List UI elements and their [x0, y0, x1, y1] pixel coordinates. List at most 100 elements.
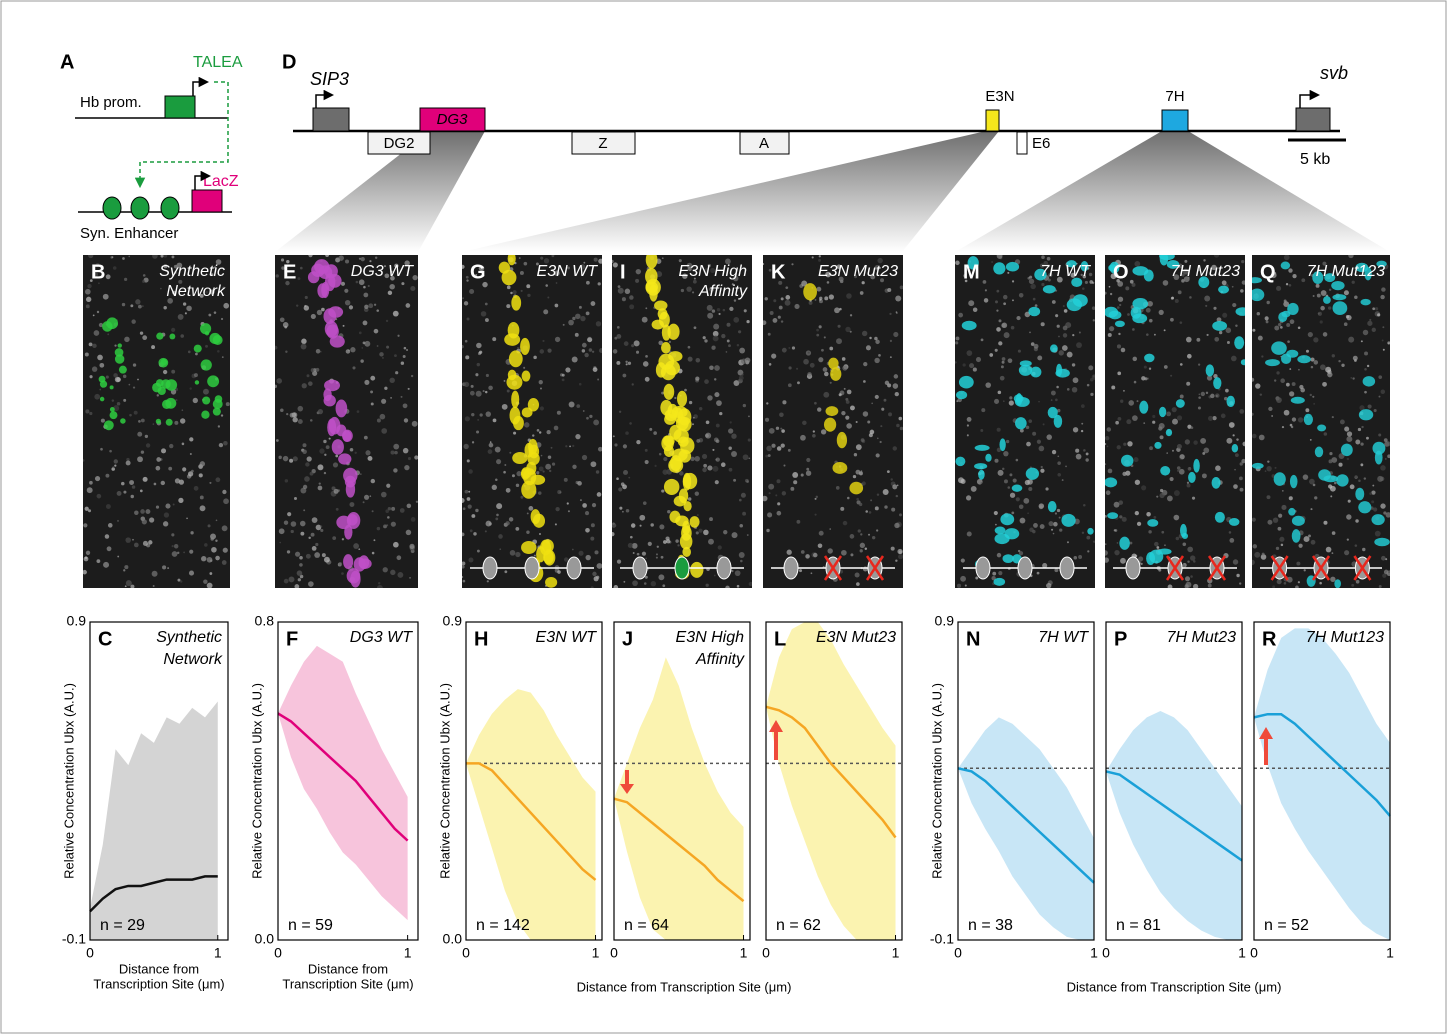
- panel-title: E3N WT: [537, 263, 599, 280]
- nucleus: [1080, 261, 1089, 272]
- binding-site: [130, 196, 150, 220]
- speckle: [172, 503, 175, 506]
- speckle: [894, 391, 899, 397]
- speckle: [703, 529, 709, 536]
- speckle: [152, 584, 155, 587]
- speckle: [591, 503, 597, 508]
- micrograph-content: [462, 255, 602, 588]
- speckle: [1315, 283, 1320, 288]
- speckle: [540, 256, 544, 260]
- speckle: [586, 416, 589, 420]
- speckle: [1015, 458, 1019, 462]
- nucleus: [165, 397, 177, 409]
- speckle: [1252, 559, 1255, 566]
- speckle: [85, 409, 90, 414]
- speckle: [1156, 546, 1160, 549]
- speckle: [849, 534, 855, 539]
- speckle: [1109, 326, 1115, 332]
- speckle: [358, 548, 361, 551]
- speckle: [479, 413, 483, 417]
- speckle: [498, 534, 503, 539]
- speckle: [593, 419, 600, 426]
- speckle: [546, 430, 551, 435]
- speckle: [817, 543, 823, 549]
- speckle: [887, 288, 892, 293]
- nucleus: [1000, 513, 1015, 526]
- speckle: [1291, 382, 1296, 387]
- speckle: [855, 469, 861, 475]
- speckle: [362, 501, 365, 504]
- speckle: [1001, 322, 1008, 329]
- speckle: [1136, 400, 1139, 403]
- speckle: [980, 482, 983, 484]
- nucleus: [1226, 395, 1235, 407]
- speckle: [155, 465, 161, 471]
- speckle: [663, 456, 668, 462]
- speckle: [358, 279, 365, 286]
- speckle: [1313, 360, 1319, 365]
- speckle: [800, 473, 804, 477]
- speckle: [982, 280, 987, 284]
- speckle: [895, 295, 902, 302]
- nucleus: [536, 546, 546, 563]
- speckle: [1225, 327, 1232, 334]
- speckle: [596, 563, 602, 569]
- speckle: [838, 276, 844, 282]
- nucleus: [663, 478, 680, 496]
- speckle: [642, 361, 649, 367]
- speckle: [841, 549, 847, 556]
- x-tick-label: 0: [86, 945, 94, 961]
- speckle: [1380, 503, 1386, 509]
- gene-label: svb: [1320, 63, 1348, 83]
- speckle: [1331, 354, 1335, 358]
- speckle: [364, 340, 371, 347]
- speckle: [503, 380, 506, 382]
- speckle: [592, 571, 597, 577]
- speckle: [1280, 326, 1283, 329]
- speckle: [622, 484, 627, 490]
- speckle: [1083, 503, 1086, 507]
- speckle: [278, 528, 285, 535]
- nucleus: [1066, 260, 1077, 268]
- speckle: [496, 513, 499, 517]
- speckle: [1036, 439, 1041, 444]
- speckle: [135, 299, 141, 305]
- speckle: [360, 256, 365, 262]
- speckle: [489, 441, 492, 443]
- speckle: [316, 309, 323, 316]
- speckle: [894, 522, 900, 529]
- speckle: [647, 541, 652, 546]
- speckle: [1046, 434, 1052, 440]
- speckle: [995, 523, 997, 526]
- speckle: [205, 344, 208, 348]
- speckle: [1055, 398, 1058, 402]
- speckle: [1072, 427, 1079, 433]
- speckle: [1078, 331, 1081, 334]
- mean-line: [466, 762, 597, 881]
- speckle: [145, 509, 151, 515]
- speckle: [162, 521, 169, 527]
- speckle: [1019, 517, 1026, 524]
- speckle: [1169, 476, 1174, 482]
- speckle: [1271, 415, 1273, 417]
- speckle: [572, 548, 574, 551]
- speckle: [1092, 319, 1095, 322]
- speckle: [870, 499, 873, 502]
- nucleus: [336, 424, 347, 437]
- speckle: [1045, 487, 1049, 491]
- speckle: [1358, 479, 1361, 483]
- speckle: [315, 542, 319, 547]
- speckle: [1078, 555, 1083, 559]
- speckle: [1003, 302, 1007, 306]
- speckle: [1290, 425, 1294, 429]
- speckle: [464, 416, 470, 422]
- nucleus: [1212, 320, 1228, 331]
- speckle: [674, 396, 677, 400]
- speckle: [1280, 378, 1285, 384]
- speckle: [300, 531, 305, 536]
- speckle: [817, 407, 822, 412]
- speckle: [582, 410, 585, 412]
- speckle: [1027, 512, 1029, 515]
- speckle: [462, 561, 466, 566]
